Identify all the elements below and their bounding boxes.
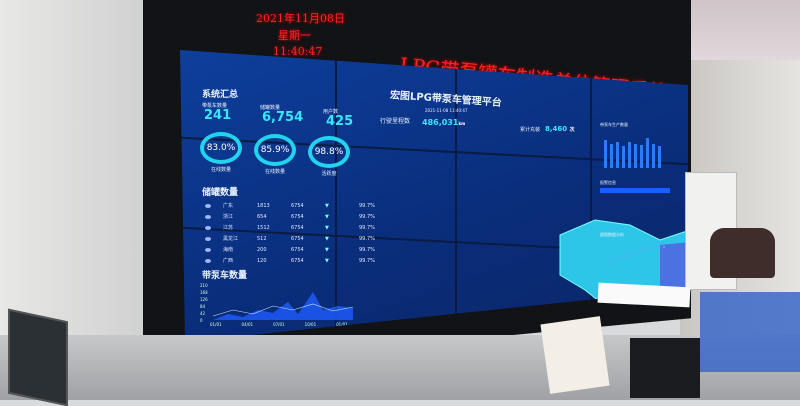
x-tick: 01/01 (336, 322, 348, 327)
ring-gauge: 83.0% (200, 132, 242, 164)
x-tick: 04/01 (241, 322, 254, 327)
region: 广西 (223, 258, 234, 264)
alarm-table-header (600, 188, 670, 193)
stat-label: 用户数 (323, 109, 339, 115)
total: 6754 (291, 257, 304, 264)
total: 6754 (291, 202, 304, 209)
down-arrow-icon: ▼ (325, 257, 329, 264)
y-tick: 210 (200, 283, 208, 288)
percent: 99.7% (359, 213, 375, 220)
summary-heading: 系统汇总 (202, 90, 239, 100)
y-axis: 210 168 126 84 42 0 (200, 282, 208, 324)
table-row: 浙江 654 6754 ▼ 99.7% (205, 211, 381, 222)
count: 200 (257, 246, 267, 253)
led-weekday: 星期一 (278, 29, 311, 42)
y-tick: 42 (200, 311, 206, 316)
bullet-icon (205, 214, 211, 219)
led-time: 11:40:47 (273, 45, 323, 58)
office-chair (710, 228, 775, 278)
trucks-heading: 带泵车数量 (202, 271, 248, 281)
count: 1813 (257, 202, 270, 209)
mileage-label: 行驶里程数 (380, 118, 411, 125)
region: 广东 (223, 203, 234, 209)
desk-calendar (540, 316, 610, 394)
mileage-value: 486,031km (422, 118, 466, 127)
down-arrow-icon: ▼ (325, 224, 329, 231)
bullet-icon (205, 203, 211, 208)
file-organizer (700, 292, 800, 372)
y-tick: 0 (200, 318, 203, 323)
stat-label: 储罐数量 (260, 105, 281, 111)
stat-value: 425 (326, 114, 354, 129)
count: 512 (257, 235, 267, 242)
bullet-icon (205, 225, 211, 230)
fills-value: 8,460 次 (545, 125, 575, 133)
down-arrow-icon: ▼ (325, 202, 329, 209)
desk-monitor (8, 308, 68, 406)
tanks-table: 广东 1813 6754 ▼ 99.7% 浙江 654 6754 ▼ 99.7% 江苏 1512 675… (205, 200, 381, 266)
percent: 99.7% (359, 202, 375, 209)
right-panel-top-title: 带泵车生产数量 (600, 122, 628, 127)
down-arrow-icon: ▼ (325, 213, 329, 220)
y-tick: 84 (200, 304, 206, 309)
ring-label: 在线数量 (264, 169, 285, 175)
percent: 99.7% (359, 224, 375, 231)
x-tick: 01/01 (210, 322, 222, 327)
scatter-chart (609, 245, 665, 263)
table-row: 广东 1813 6754 ▼ 99.7% (205, 200, 381, 211)
down-arrow-icon: ▼ (325, 246, 329, 253)
region: 海南 (223, 247, 234, 253)
region: 浙江 (223, 214, 234, 220)
production-bar-chart (604, 138, 661, 168)
led-date: 2021年11月08日 (256, 12, 345, 25)
line-series (212, 303, 354, 317)
stat-value: 241 (204, 108, 232, 123)
total: 6754 (291, 213, 304, 220)
bullet-icon (205, 247, 211, 252)
table-row: 海南 200 6754 ▼ 99.7% (205, 244, 381, 255)
bullet-icon (205, 236, 211, 241)
x-tick: 07/01 (273, 322, 285, 327)
right-panel-bottom-title: 超限数据分析 (600, 232, 624, 237)
ring-label: 活跃度 (321, 171, 337, 177)
table-row: 广西 120 6754 ▼ 99.7% (205, 255, 381, 266)
right-panel-middle-title: 报警信息 (600, 180, 616, 185)
laptop (630, 338, 700, 398)
percent: 99.7% (359, 246, 375, 253)
table-row: 黑龙江 512 6754 ▼ 99.7% (205, 233, 381, 244)
bullet-icon (205, 258, 211, 263)
table-row: 江苏 1512 6754 ▼ 99.7% (205, 222, 381, 233)
ring-gauges: 83.0% 在线数量 85.9% 在线数量 98.8% 活跃度 (200, 132, 350, 177)
y-tick: 168 (200, 290, 208, 295)
down-arrow-icon: ▼ (325, 235, 329, 242)
area-series (213, 292, 353, 320)
ring-gauge: 85.9% (254, 134, 296, 166)
count: 654 (257, 213, 267, 220)
count: 1512 (257, 224, 270, 231)
platform-title: 宏图LPG带泵车管理平台 (389, 90, 503, 109)
region: 江苏 (223, 225, 234, 231)
ring-label: 在线数量 (210, 167, 231, 173)
trucks-area-chart (212, 292, 354, 320)
region: 黑龙江 (223, 236, 239, 242)
y-tick: 126 (200, 297, 208, 302)
percent: 99.7% (359, 257, 375, 264)
total: 6754 (291, 224, 304, 231)
tanks-heading: 储罐数量 (202, 188, 239, 198)
x-axis: 01/01 04/01 07/01 10/01 01/01 (210, 322, 348, 327)
total: 6754 (291, 246, 304, 253)
timestamp: 2021-11-08 11:40:47 (425, 108, 468, 113)
led-banner: 2021年11月08日 星期一 11:40:47 LPG带泵罐车制造单位管理系统 (160, 0, 680, 104)
percent: 99.7% (359, 235, 375, 242)
ring-gauge: 98.8% (308, 136, 350, 168)
total: 6754 (291, 235, 304, 242)
stat-label: 带泵车数量 (202, 103, 228, 109)
count: 120 (257, 257, 267, 264)
stat-value: 6,754 (262, 110, 304, 125)
fills-label: 累计充装 (520, 127, 541, 133)
x-tick: 10/01 (304, 322, 317, 327)
